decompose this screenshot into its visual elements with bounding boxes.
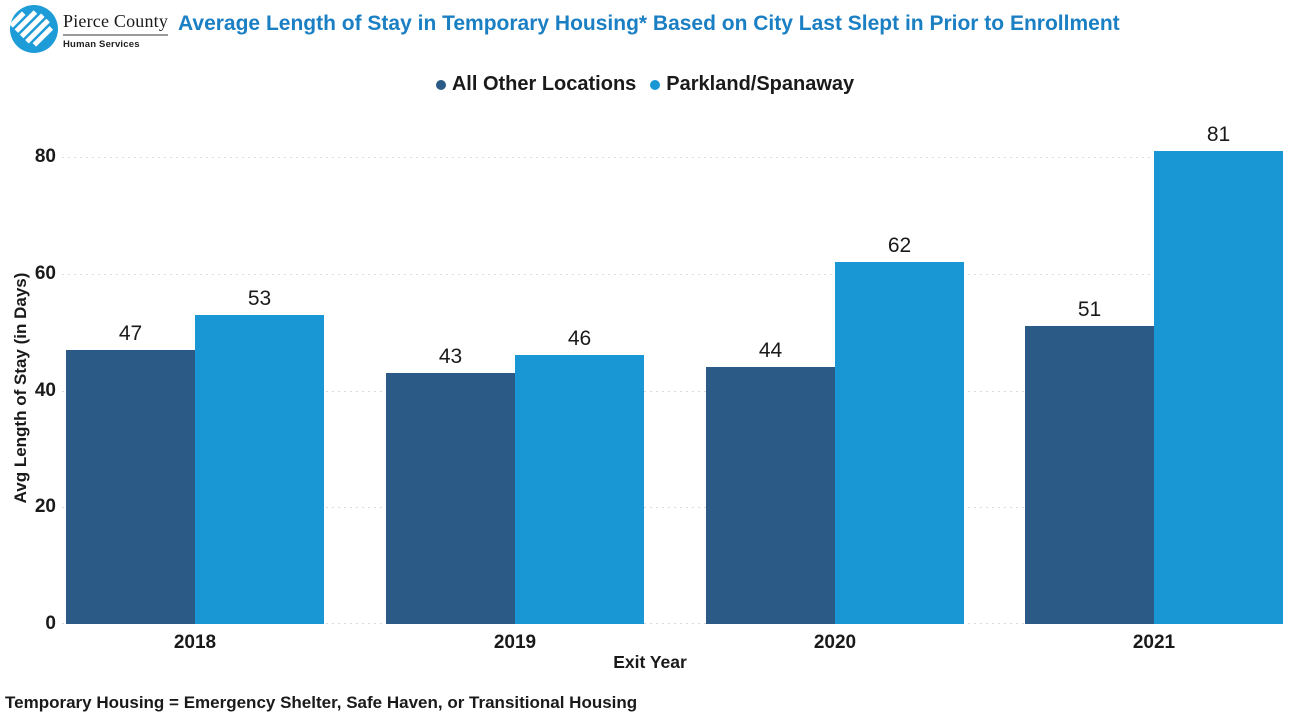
y-tick-label: 20 bbox=[34, 496, 56, 518]
bar bbox=[195, 315, 324, 624]
y-tick-label: 0 bbox=[45, 613, 56, 634]
legend-dot-icon bbox=[650, 79, 661, 90]
dept-name: Human Services bbox=[63, 39, 140, 50]
bar bbox=[835, 262, 964, 624]
bar bbox=[1154, 151, 1283, 624]
gridline bbox=[62, 507, 1282, 510]
x-tick-label: 2021 bbox=[1132, 632, 1176, 653]
x-axis-title: Exit Year bbox=[613, 652, 687, 672]
org-name: Pierce County bbox=[63, 11, 169, 36]
y-tick-label: 80 bbox=[34, 146, 56, 167]
pierce-county-logo-icon bbox=[10, 5, 58, 53]
legend: All Other Locations Parkland/Spanaway bbox=[0, 73, 1290, 96]
bar-value-label: 51 bbox=[1077, 298, 1102, 321]
chart-title: Average Length of Stay in Temporary Hous… bbox=[178, 12, 1120, 35]
x-tick-label: 2020 bbox=[813, 632, 857, 653]
bar bbox=[1025, 326, 1154, 624]
gridline bbox=[62, 623, 1282, 625]
legend-label: All Other Locations bbox=[451, 73, 637, 95]
bar-value-label: 62 bbox=[887, 234, 912, 257]
legend-label: Parkland/Spanaway bbox=[666, 73, 855, 95]
plot-area: 47 53 43 46 44 62 51 81 bbox=[62, 123, 1283, 625]
legend-dot-icon bbox=[435, 79, 446, 90]
legend-item-all-other-locations: All Other Locations bbox=[435, 73, 637, 96]
gridline bbox=[62, 390, 1282, 393]
bar-group-2020: 44 62 bbox=[706, 130, 964, 624]
bar bbox=[515, 355, 644, 624]
bar bbox=[386, 373, 515, 624]
bar-value-label: 81 bbox=[1206, 123, 1231, 146]
x-tick-label: 2019 bbox=[493, 632, 537, 653]
bar bbox=[66, 350, 195, 624]
x-tick-label: 2018 bbox=[173, 632, 217, 653]
gridline bbox=[62, 157, 1282, 159]
bar-value-label: 47 bbox=[118, 322, 143, 345]
bar-value-label: 53 bbox=[247, 287, 272, 310]
bar-value-label: 46 bbox=[567, 327, 592, 350]
bar-group-2019: 43 46 bbox=[386, 130, 644, 624]
gridline bbox=[62, 273, 1282, 276]
y-tick-label: 40 bbox=[34, 379, 56, 401]
legend-item-parkland-spanaway: Parkland/Spanaway bbox=[650, 73, 854, 96]
bar-value-label: 43 bbox=[438, 345, 463, 368]
footnote: Temporary Housing = Emergency Shelter, S… bbox=[5, 693, 638, 712]
bar bbox=[706, 367, 835, 624]
y-tick-label: 60 bbox=[34, 262, 56, 284]
bar-group-2021: 51 81 bbox=[1025, 123, 1283, 624]
bar-value-label: 44 bbox=[758, 339, 783, 362]
bar-group-2018: 47 53 bbox=[66, 130, 324, 624]
logo-wordmark: Pierce County Human Services bbox=[63, 11, 183, 50]
